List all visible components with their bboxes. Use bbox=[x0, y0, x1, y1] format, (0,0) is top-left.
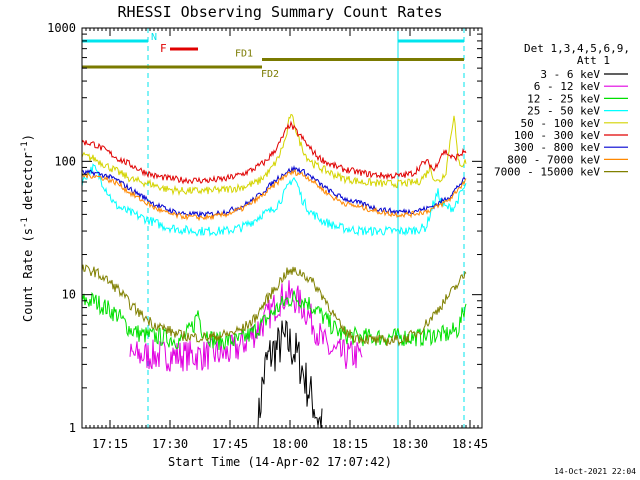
legend-label-0: 3 - 6 keV bbox=[540, 68, 600, 81]
y-axis-label-main: Count Rate (s bbox=[21, 228, 35, 322]
series-line-5 bbox=[81, 120, 467, 185]
legend-label-2: 12 - 25 keV bbox=[527, 92, 600, 105]
legend-header-line2: Att 1 bbox=[577, 54, 610, 67]
y-axis-label-sup2: -1 bbox=[20, 141, 30, 152]
flare-label: F bbox=[160, 42, 167, 55]
series-line-7 bbox=[81, 168, 467, 222]
timestamp: 14-Oct-2021 22:04 bbox=[554, 467, 636, 476]
series-line-3 bbox=[81, 163, 467, 237]
y-tick-label-1: 10 bbox=[62, 288, 76, 302]
y-axis-label-mid: detector bbox=[21, 152, 35, 217]
chart-title: RHESSI Observing Summary Count Rates bbox=[117, 3, 442, 21]
x-tick-label-1: 17:30 bbox=[152, 437, 188, 451]
series-line-2 bbox=[81, 290, 467, 351]
fd-label-0: FD1 bbox=[235, 49, 253, 60]
x-tick-label-5: 18:30 bbox=[392, 437, 428, 451]
y-axis-label-end: ) bbox=[21, 134, 35, 141]
series-line-1 bbox=[129, 280, 363, 372]
night-label-0: N bbox=[151, 32, 157, 43]
series-line-0 bbox=[257, 319, 323, 429]
legend-label-7: 800 - 7000 keV bbox=[507, 153, 600, 166]
x-tick-label-6: 18:45 bbox=[452, 437, 488, 451]
x-tick-label-2: 17:45 bbox=[212, 437, 248, 451]
legend-header-line1: Det 1,3,4,5,6,9, bbox=[524, 42, 630, 55]
legend-label-6: 300 - 800 keV bbox=[514, 141, 600, 154]
fd-label-1: FD2 bbox=[261, 69, 279, 80]
x-tick-label-4: 18:15 bbox=[332, 437, 368, 451]
x-tick-label-3: 18:00 bbox=[272, 437, 308, 451]
series-line-4 bbox=[81, 113, 467, 197]
y-tick-label-3: 1000 bbox=[47, 21, 76, 35]
series-line-8 bbox=[81, 264, 467, 347]
legend-label-1: 6 - 12 keV bbox=[534, 80, 601, 93]
legend-label-5: 100 - 300 keV bbox=[514, 129, 600, 142]
plot-area: NF FD1 FD2 bbox=[81, 28, 467, 429]
y-axis-label-sup1: -1 bbox=[20, 217, 30, 228]
legend-label-3: 25 - 50 keV bbox=[527, 105, 600, 118]
x-axis-label: Start Time (14-Apr-02 17:07:42) bbox=[168, 455, 392, 469]
x-tick-label-0: 17:15 bbox=[92, 437, 128, 451]
y-tick-label-2: 100 bbox=[54, 154, 76, 168]
y-tick-label-0: 1 bbox=[69, 421, 76, 435]
legend-label-4: 50 - 100 keV bbox=[521, 117, 601, 130]
legend-label-8: 7000 - 15000 keV bbox=[494, 166, 600, 179]
y-axis-label: Count Rate (s-1 detector-1) bbox=[20, 134, 35, 322]
series-line-6 bbox=[81, 165, 467, 219]
axes: 17:15 17:30 17:45 18:00 18:15 18:30 18:45 1 10 10… bbox=[47, 21, 488, 451]
